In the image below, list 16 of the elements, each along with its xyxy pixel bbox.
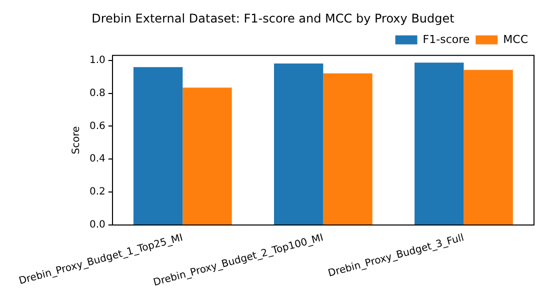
y-tick-label: 0.4: [89, 154, 106, 165]
bar: [274, 63, 324, 224]
y-axis-title: Score: [71, 126, 82, 154]
bar: [414, 62, 464, 224]
y-tick-label: 0.8: [89, 88, 106, 99]
y-tick-label: 0.2: [89, 186, 106, 198]
y-tick-label: 1.0: [89, 54, 106, 66]
bar: [323, 73, 372, 224]
legend-label: MCC: [503, 32, 528, 46]
legend-label: F1-score: [422, 32, 470, 46]
bar: [464, 70, 513, 224]
y-tick-label: 0.6: [89, 120, 106, 132]
chart-title: Drebin External Dataset: F1-score and MCC by Proxy Budget: [92, 11, 455, 26]
y-tick-label: 0.0: [89, 220, 106, 231]
bar: [133, 67, 183, 224]
bar: [182, 88, 232, 224]
